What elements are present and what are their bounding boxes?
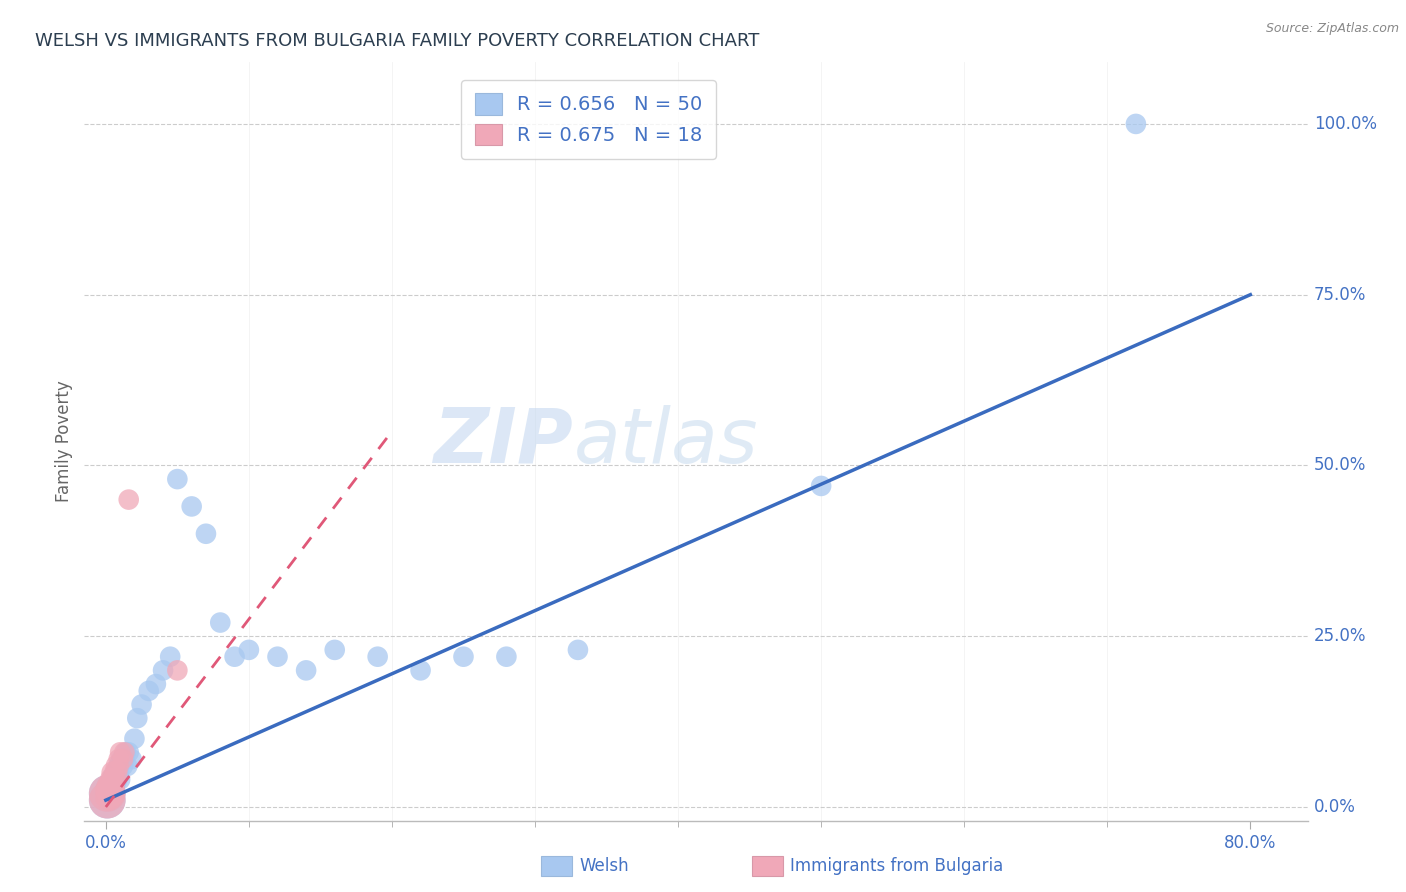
Point (367, 649, 389, 664)
Text: 50.0%: 50.0% (1313, 457, 1367, 475)
Point (118, 745, 141, 759)
Point (159, 649, 181, 664)
Point (131, 698, 153, 712)
Point (152, 664, 174, 678)
Point (108, 756, 131, 770)
Point (100, 783, 122, 797)
Text: WELSH VS IMMIGRANTS FROM BULGARIA FAMILY POVERTY CORRELATION CHART: WELSH VS IMMIGRANTS FROM BULGARIA FAMILY… (35, 32, 759, 50)
Point (97, 789, 120, 804)
Point (166, 664, 188, 678)
Point (111, 759, 134, 773)
Point (112, 752, 135, 766)
Point (138, 684, 160, 698)
Point (295, 664, 318, 678)
Point (224, 649, 246, 664)
Point (104, 772, 127, 787)
Text: 75.0%: 75.0% (1313, 285, 1367, 303)
Point (110, 752, 132, 766)
Point (103, 769, 125, 783)
Point (97, 783, 120, 797)
Point (105, 763, 128, 777)
Point (118, 492, 141, 507)
Text: Immigrants from Bulgaria: Immigrants from Bulgaria (790, 857, 1004, 875)
Text: 25.0%: 25.0% (1313, 627, 1367, 645)
Point (97, 783, 120, 797)
Point (105, 759, 128, 773)
Point (98, 780, 121, 794)
Point (111, 752, 134, 766)
Point (103, 776, 125, 790)
Point (96, 786, 118, 800)
Y-axis label: Family Poverty: Family Poverty (55, 381, 73, 502)
Point (194, 526, 217, 541)
Text: Source: ZipAtlas.com: Source: ZipAtlas.com (1265, 22, 1399, 36)
Point (124, 731, 146, 746)
Point (567, 643, 589, 657)
Point (112, 745, 135, 759)
Point (104, 765, 127, 780)
Point (108, 745, 131, 759)
Point (127, 711, 149, 725)
Point (100, 776, 122, 790)
Text: ZIP: ZIP (434, 405, 574, 478)
Text: Welsh: Welsh (579, 857, 628, 875)
Point (166, 472, 188, 486)
Point (180, 500, 202, 514)
Point (107, 759, 129, 773)
Point (100, 772, 122, 787)
Point (97, 789, 120, 804)
Point (115, 745, 138, 759)
Point (98, 780, 121, 794)
Point (323, 643, 346, 657)
Point (107, 752, 129, 766)
Point (495, 649, 517, 664)
Point (453, 649, 475, 664)
Point (101, 780, 124, 794)
Point (101, 772, 124, 787)
Point (145, 677, 167, 691)
Text: atlas: atlas (574, 405, 758, 478)
Point (1125, 117, 1147, 131)
Point (409, 664, 432, 678)
Point (107, 765, 129, 780)
Text: 0.0%: 0.0% (1313, 798, 1355, 816)
Point (108, 772, 131, 787)
Point (121, 752, 143, 766)
Point (101, 780, 124, 794)
Point (96, 793, 118, 807)
Point (98, 786, 121, 800)
Text: 100.0%: 100.0% (1313, 115, 1376, 133)
Point (96, 786, 118, 800)
Point (105, 772, 128, 787)
Point (209, 615, 232, 630)
Point (104, 765, 127, 780)
Point (266, 649, 288, 664)
Point (101, 765, 124, 780)
Point (100, 786, 122, 800)
Point (96, 793, 118, 807)
Legend: R = 0.656   N = 50, R = 0.675   N = 18: R = 0.656 N = 50, R = 0.675 N = 18 (461, 79, 716, 159)
Point (810, 479, 832, 493)
Point (117, 759, 139, 773)
Point (238, 643, 260, 657)
Point (103, 772, 125, 787)
